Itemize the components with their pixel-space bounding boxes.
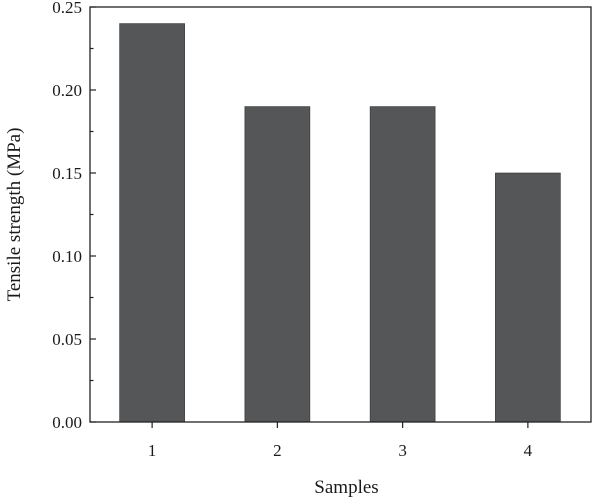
y-axis-ticks: 0.00 0.05 0.10 0.15 0.20 0.25	[52, 0, 96, 432]
y-tick-label: 0.20	[52, 81, 82, 100]
x-axis-ticks: 1 2 3 4	[148, 422, 533, 460]
y-tick-label: 0.00	[52, 413, 82, 432]
x-tick-label: 3	[398, 441, 407, 460]
y-tick-label: 0.15	[52, 164, 82, 183]
bar-sample-3	[369, 106, 436, 423]
x-tick-label: 1	[148, 441, 157, 460]
y-tick-label: 0.10	[52, 247, 82, 266]
bar-sample-1	[119, 23, 185, 423]
x-axis-title: Samples	[314, 477, 378, 498]
y-axis-title: Tensile strength (MPa)	[4, 128, 25, 302]
y-tick-label: 0.25	[52, 0, 82, 17]
y-tick-label: 0.05	[52, 330, 82, 349]
bars	[119, 23, 561, 423]
bar-sample-2	[244, 106, 311, 423]
x-tick-label: 2	[273, 441, 282, 460]
x-tick-label: 4	[524, 441, 533, 460]
bar-sample-4	[495, 172, 561, 423]
plot-frame	[89, 6, 592, 423]
